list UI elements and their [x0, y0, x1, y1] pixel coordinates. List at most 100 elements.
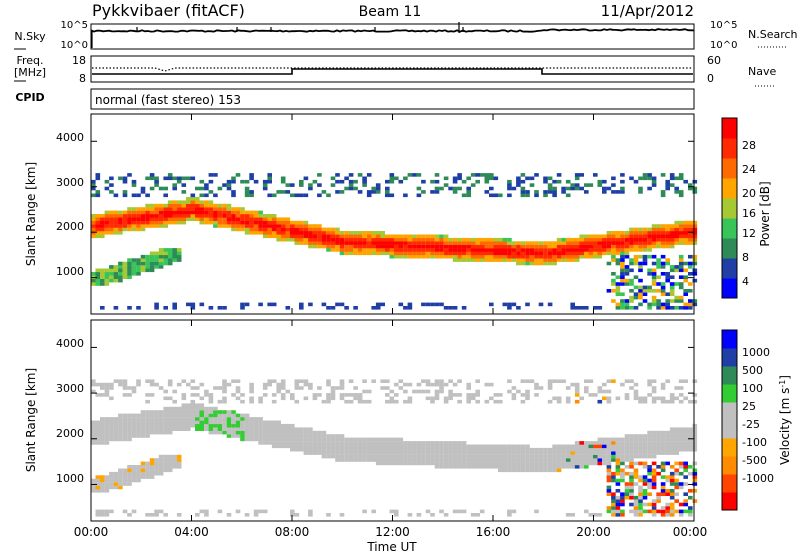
- power-cell: [565, 241, 571, 245]
- velocity-cell: [434, 454, 440, 459]
- velocity-cell: [113, 475, 119, 479]
- velocity-cell: [403, 444, 408, 449]
- velocity-cell: [660, 441, 666, 445]
- velocity-cell: [651, 444, 657, 449]
- velocity-cell: [131, 430, 137, 435]
- power-cell: [371, 248, 376, 252]
- power-cell: [204, 186, 209, 191]
- velocity-cell: [493, 461, 499, 466]
- velocity-cell: [91, 437, 96, 442]
- velocity-cell: [479, 444, 485, 449]
- power-cell: [574, 248, 580, 252]
- velocity-cell: [597, 399, 603, 404]
- power-cell: [140, 186, 146, 191]
- power-cell: [267, 217, 272, 221]
- power-cell: [330, 244, 336, 249]
- velocity-cell: [385, 444, 390, 449]
- velocity-cell: [154, 461, 159, 466]
- velocity-cell: [222, 423, 227, 428]
- velocity-cell: [344, 441, 349, 445]
- velocity-cell: [638, 454, 643, 459]
- power-cell: [611, 289, 616, 293]
- power-cell: [176, 203, 182, 208]
- power-cell: [683, 289, 688, 293]
- velocity-cell: [195, 513, 200, 517]
- power-cell: [620, 292, 625, 296]
- power-cell: [317, 224, 322, 228]
- power-cell: [335, 237, 340, 242]
- power-cell: [113, 275, 119, 279]
- velocity-cell: [674, 441, 679, 445]
- velocity-cell: [339, 382, 345, 387]
- velocity-cell: [262, 420, 268, 425]
- power-cell: [226, 183, 232, 187]
- power-cell: [240, 214, 245, 218]
- power-cell: [100, 227, 105, 232]
- velocity-cell: [588, 458, 594, 462]
- velocity-cell: [335, 447, 340, 452]
- power-cell: [317, 241, 322, 245]
- power-cell: [267, 231, 272, 235]
- velocity-cell: [448, 389, 453, 394]
- velocity-cell: [479, 465, 485, 469]
- velocity-cell: [606, 396, 612, 401]
- power-cell: [271, 231, 277, 235]
- freq-right-tick-bottom: 0: [707, 72, 714, 85]
- power-cell: [611, 258, 616, 262]
- power-cell: [511, 248, 517, 252]
- velocity-cell: [552, 465, 557, 469]
- power-cell: [366, 237, 372, 242]
- power-cell: [412, 234, 417, 239]
- power-cell: [520, 179, 526, 184]
- velocity-cell: [597, 437, 603, 442]
- power-cell: [565, 237, 571, 242]
- velocity-cell: [651, 506, 657, 510]
- power-cell: [127, 217, 132, 221]
- velocity-cell: [271, 427, 277, 431]
- power-cell: [321, 244, 327, 249]
- velocity-cell: [412, 441, 417, 445]
- power-cell: [678, 220, 684, 225]
- velocity-cell: [593, 444, 598, 449]
- power-cell: [489, 251, 494, 256]
- velocity-cell: [647, 471, 652, 476]
- velocity-cell: [190, 393, 196, 397]
- power-cell: [470, 248, 476, 252]
- velocity-cell: [145, 434, 150, 438]
- velocity-cell: [303, 441, 309, 445]
- power-cell: [552, 186, 557, 191]
- velocity-cell: [678, 399, 684, 404]
- power-cell: [371, 234, 376, 239]
- power-cell: [267, 234, 272, 239]
- velocity-cell: [91, 441, 96, 445]
- power-cell: [633, 241, 639, 245]
- velocity-cell: [538, 458, 544, 462]
- power-cell: [190, 217, 196, 221]
- velocity-cell: [434, 447, 440, 452]
- velocity-cell: [176, 406, 182, 411]
- velocity-cell: [669, 444, 675, 449]
- velocity-cell: [167, 468, 173, 473]
- velocity-cell: [375, 441, 381, 445]
- power-cell: [217, 186, 223, 191]
- power-cell: [217, 306, 223, 310]
- velocity-cell: [498, 465, 503, 469]
- power-cell: [235, 173, 241, 177]
- velocity-cell: [308, 444, 313, 449]
- power-cell: [176, 207, 182, 211]
- velocity-cell: [570, 382, 575, 387]
- power-cell: [267, 214, 272, 218]
- power-cell: [412, 237, 417, 242]
- velocity-cell: [249, 399, 254, 404]
- power-cell: [290, 227, 295, 232]
- power-cell: [357, 241, 363, 245]
- velocity-cell: [629, 482, 634, 486]
- power-cell: [570, 241, 575, 245]
- power-cell: [692, 190, 698, 194]
- velocity-cell: [633, 509, 639, 514]
- power-cell: [660, 193, 666, 198]
- velocity-cell: [109, 427, 114, 431]
- power-cell: [574, 251, 580, 256]
- power-cbar-tick-16: 16: [742, 207, 756, 220]
- velocity-cell: [570, 461, 575, 466]
